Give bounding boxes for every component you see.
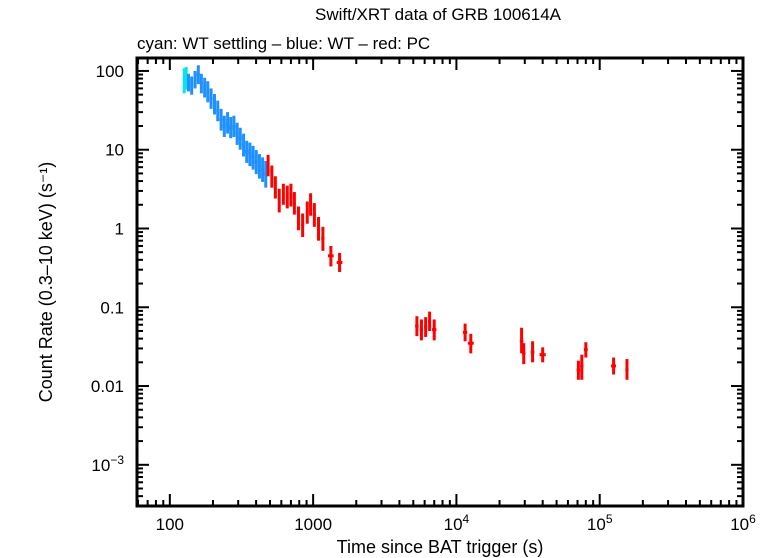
y-tick-label: 10 [105,141,124,160]
data-point [519,327,524,354]
data-point [273,176,277,199]
y-tick-label: 100 [96,62,124,81]
data-point [522,343,526,365]
data-point [206,81,210,103]
data-point [530,341,535,363]
data-point [576,360,581,380]
data-point [611,357,617,375]
data-point [216,100,220,122]
x-tick-label: 104 [444,512,470,534]
data-point [292,192,296,215]
data-point [415,316,419,337]
y-tick-labels: 100 10 1 0.1 0.01 10−3 [91,62,124,475]
data-point [199,73,203,94]
data-point [248,142,252,167]
data-point [229,117,233,139]
x-tick-label: 100 [156,515,184,534]
x-tick-label: 106 [730,512,756,534]
data-point [232,115,236,138]
data-point [203,77,207,98]
data-point [212,93,217,115]
x-tick-label: 1000 [294,515,332,534]
data-point [184,67,188,90]
data-point [190,76,194,95]
data-point [419,319,424,341]
data-point [235,122,239,145]
x-tick-labels: 100 1000 104 105 106 [156,512,756,534]
data-point [285,185,289,209]
y-tick-label: 10−3 [91,453,124,475]
data-point [209,88,213,109]
data-point [270,165,274,188]
data-point [309,193,313,216]
data-point [328,245,334,267]
x-tick-label: 105 [587,512,613,534]
data-point [296,206,300,231]
data-point [242,133,246,157]
data-point [462,323,468,342]
data-point [281,183,285,205]
y-tick-label: 1 [115,219,124,238]
data-point [312,203,316,227]
chart-title: Swift/XRT data of GRB 100614A [315,5,562,24]
data-point [238,127,242,150]
x-axis-label: Time since BAT trigger (s) [337,537,544,557]
chart-subtitle: cyan: WT settling – blue: WT – red: PC [137,34,430,53]
data-point [266,154,270,177]
data-point [580,354,584,380]
plot-frame [135,56,745,508]
data-point [257,154,262,179]
data-point [583,342,588,358]
data-point [467,333,474,354]
data-point [251,145,255,170]
y-axis-label: Count Rate (0.3–10 keV) (s⁻¹) [36,162,56,403]
data-point [424,317,428,337]
data-point [305,201,309,224]
data-point [187,73,191,92]
data-point [196,65,200,85]
data-point [193,70,197,89]
data-point [301,213,305,237]
data-point [539,347,546,363]
y-tick-label: 0.1 [100,298,124,317]
data-point [219,108,223,131]
data-point [428,311,432,331]
data-point [321,226,325,251]
data-point [261,157,265,182]
data-point [245,140,249,163]
series-wt [187,65,268,188]
series-wt-settling [182,67,188,94]
data-point [431,319,437,341]
data-point [625,359,629,380]
y-tick-label: 0.01 [91,377,124,396]
data-point [226,112,230,134]
data-point [289,183,293,207]
data-layer [182,65,629,380]
data-point [222,115,226,138]
data-point [254,150,258,175]
series-pc [266,154,629,380]
data-point [336,252,343,273]
data-point [316,216,321,241]
data-point [277,188,281,213]
